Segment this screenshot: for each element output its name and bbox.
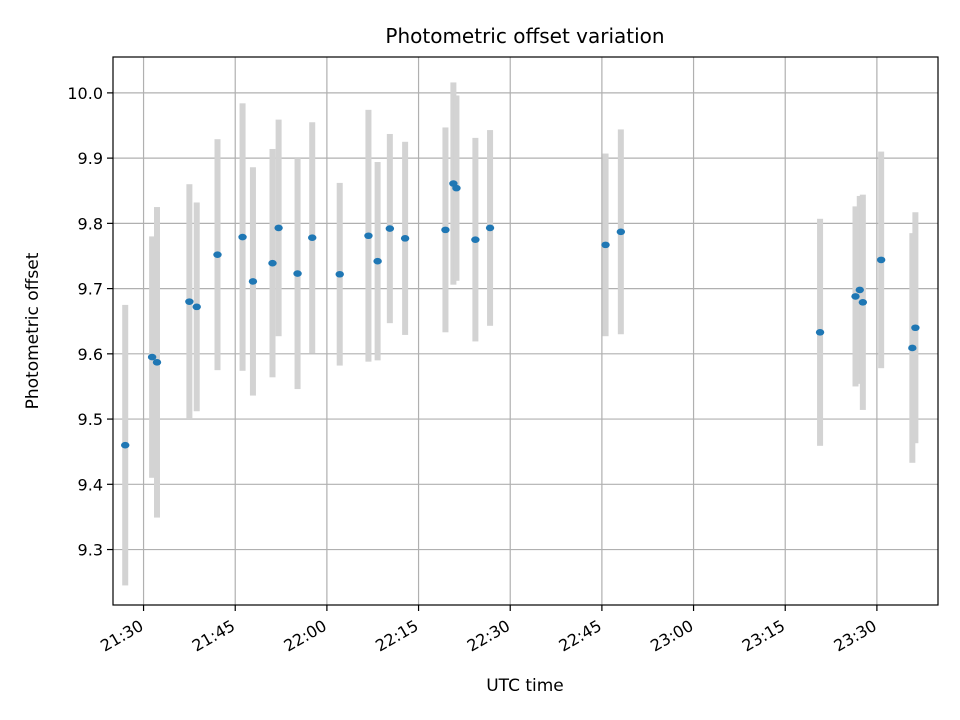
data-point [485,224,495,232]
data-point [815,329,825,336]
x-axis-label: UTC time [486,676,564,696]
plot-frame [112,56,939,606]
x-tick-label: 22:00 [280,616,329,656]
data-point [911,324,920,332]
data-point [876,256,886,264]
data-point [248,278,258,285]
data-point [364,232,373,240]
x-tick-label: 23:00 [647,616,696,656]
grid [113,57,938,605]
data-point [373,257,382,265]
data-point [471,236,480,243]
y-tick-label: 9.8 [78,214,103,233]
x-tick-label: 22:30 [464,616,513,656]
chart-title: Photometric offset variation [385,24,664,48]
data-point [400,235,410,242]
data-point [858,298,868,306]
data-point [855,286,864,294]
y-tick-label: 9.3 [78,541,103,560]
x-tick-label: 22:45 [555,616,604,656]
data-point [152,359,162,366]
y-axis-label: Photometric offset [23,252,43,409]
y-tick-label: 9.6 [78,345,103,364]
data-point [293,270,302,277]
data-point [452,184,461,192]
y-axis: 9.3 9.4 9.5 9.6 9.7 9.8 9.9 10.0 [67,84,113,560]
data-point [385,225,395,232]
data-point [441,226,450,234]
y-tick-label: 9.4 [78,475,103,494]
data-point [213,251,222,258]
data-point [851,293,860,300]
data-point [147,353,157,361]
x-tick-label: 21:30 [97,616,146,656]
x-tick-label: 22:15 [372,616,421,656]
data-point [335,270,344,278]
data-point [908,344,917,352]
x-tick-label: 21:45 [189,616,238,656]
y-tick-label: 10.0 [67,84,103,103]
data-point [268,259,277,267]
x-axis: 21:30 21:45 22:00 22:15 22:30 22:45 23:00 23:15… [97,605,880,656]
y-tick-label: 9.5 [78,410,103,429]
data-point [192,303,201,311]
y-tick-label: 9.7 [78,280,103,299]
data-point [616,228,626,236]
y-tick-label: 9.9 [78,149,103,168]
data-point [308,234,317,242]
data-point [274,224,283,232]
data-point [238,233,247,241]
x-tick-label: 23:30 [830,616,879,656]
data-point [601,241,610,249]
x-tick-label: 23:15 [739,616,788,656]
data-point [121,441,130,449]
data-point [185,298,194,305]
data-points [121,180,920,449]
